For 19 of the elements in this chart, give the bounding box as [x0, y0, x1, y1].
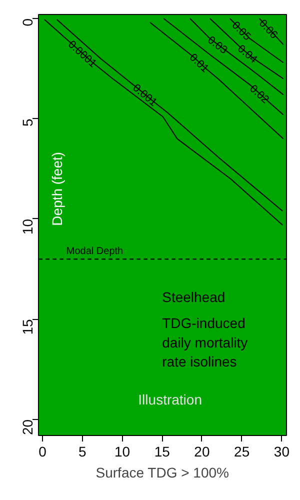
text: 0.04	[235, 42, 260, 66]
x-tick-label: 5	[78, 444, 86, 460]
y-tick-label: 20	[20, 419, 36, 436]
y-axis-title: Depth (feet)	[48, 152, 65, 226]
ref-line-label: Modal Depth	[66, 246, 124, 258]
x-tick-label: 25	[234, 444, 250, 460]
y-tick-label: 15	[20, 319, 36, 335]
y-tick-label: 10	[20, 218, 36, 235]
x-tick-label: 15	[154, 444, 170, 460]
annotation: Illustration	[138, 391, 202, 408]
y-tick-label: 0	[20, 18, 36, 26]
x-tick-label: 30	[274, 444, 290, 460]
annotation: Steelhead	[162, 289, 226, 306]
x-axis-title: Surface TDG > 100%	[96, 464, 229, 480]
y-tick-label: 5	[20, 118, 36, 127]
x-tick-label: 0	[38, 444, 47, 460]
annotation: TDG-induced daily mortality rate isolines	[162, 315, 248, 370]
x-tick-label: 10	[114, 444, 130, 460]
x-tick-label: 20	[194, 444, 210, 460]
